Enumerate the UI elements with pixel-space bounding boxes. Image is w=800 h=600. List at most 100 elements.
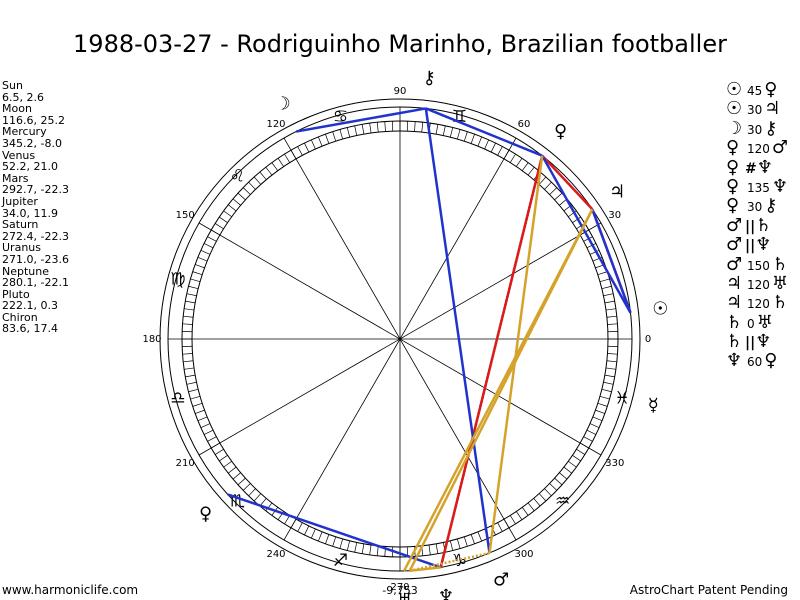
degree-tick xyxy=(606,315,617,318)
planet-name: Uranus xyxy=(2,241,41,255)
degree-tick xyxy=(607,353,618,355)
planet-coords: 280.1, -22.1 xyxy=(2,276,69,290)
aspect-value: || xyxy=(745,218,756,235)
degree-label: 150 xyxy=(176,210,195,221)
degree-tick xyxy=(521,507,529,516)
degree-label: 90 xyxy=(394,86,407,97)
sign-spoke xyxy=(198,222,602,456)
planet-icon: ♃ xyxy=(609,181,625,202)
aspect-value: 30 xyxy=(747,103,763,118)
degree-tick xyxy=(384,121,386,132)
degree-tick xyxy=(219,455,228,462)
degree-tick xyxy=(603,381,614,385)
planet-coords: 83.6, 17.4 xyxy=(2,322,58,336)
degree-tick xyxy=(509,153,516,163)
aspect-value: 120 xyxy=(747,277,770,292)
aspect-planet-icon: ♀ xyxy=(726,195,740,217)
degree-tick xyxy=(197,257,208,262)
degree-tick xyxy=(428,544,431,555)
degree-tick xyxy=(527,502,535,512)
planet-icon: ☽ xyxy=(275,94,291,115)
degree-tick xyxy=(583,436,593,442)
degree-tick xyxy=(232,472,241,480)
degree-tick xyxy=(190,278,201,283)
degree-tick xyxy=(421,122,424,133)
aspect-row: ♃ 120 ♄ xyxy=(726,293,791,313)
degree-tick xyxy=(586,429,597,435)
aspect-value: 120 xyxy=(747,142,770,157)
aspect-line xyxy=(541,155,632,314)
footer-website[interactable]: www.harmoniclife.com xyxy=(2,583,139,597)
degree-tick xyxy=(354,542,358,553)
footer-notice: AstroChart Patent Pending xyxy=(629,583,788,597)
aspect-row: ♄ 0 ♅ xyxy=(726,312,791,332)
degree-label: 120 xyxy=(266,119,285,130)
degree-tick xyxy=(214,448,224,455)
degree-tick xyxy=(549,483,558,491)
degree-tick xyxy=(284,153,291,163)
planet-name: Pluto xyxy=(2,287,30,301)
degree-tick xyxy=(369,123,372,134)
aspect-planet-icon: ♀ xyxy=(764,350,778,372)
degree-tick xyxy=(576,448,586,455)
degree-tick xyxy=(311,139,316,150)
degree-tick xyxy=(376,122,379,133)
degree-tick xyxy=(318,136,323,147)
degree-tick xyxy=(271,162,279,171)
degree-tick xyxy=(601,388,612,393)
degree-tick xyxy=(595,409,605,414)
aspect-row: ☉ 45 ♀ xyxy=(726,80,791,100)
degree-tick xyxy=(192,271,203,276)
degree-tick xyxy=(190,395,201,400)
degree-tick xyxy=(604,300,615,304)
degree-tick xyxy=(297,522,303,532)
bottom-annotation: -9,753 xyxy=(382,584,417,597)
degree-tick xyxy=(376,545,379,556)
degree-tick xyxy=(538,176,547,185)
degree-tick xyxy=(361,124,365,135)
degree-tick xyxy=(497,522,503,532)
degree-tick xyxy=(325,134,330,144)
degree-label: 180 xyxy=(142,334,161,345)
aspect-line xyxy=(409,551,490,573)
aspect-line xyxy=(488,155,544,554)
degree-tick xyxy=(589,423,600,428)
wheel-ring-0 xyxy=(159,98,641,580)
aspect-row: ♀ 30 ⚷ xyxy=(726,195,791,217)
degree-tick xyxy=(183,315,194,318)
degree-tick xyxy=(354,125,358,136)
planet-name: Saturn xyxy=(2,218,39,232)
degree-tick xyxy=(248,488,256,497)
aspect-planet-icon: ♅ xyxy=(771,272,789,294)
degree-tick xyxy=(369,544,372,555)
degree-tick xyxy=(227,204,237,212)
aspect-planet-icon: ♂ xyxy=(771,137,789,159)
aspect-row: ♄ ||♆ xyxy=(726,332,791,352)
degree-label: 270 xyxy=(390,582,409,593)
degree-tick xyxy=(207,436,217,442)
degree-tick xyxy=(533,498,541,507)
degree-tick xyxy=(521,162,529,171)
planet-icon: ☿ xyxy=(648,395,659,416)
zodiac-sign-icon: ♏ xyxy=(230,492,245,512)
planet-icon: ♀ xyxy=(199,504,212,525)
aspect-row: ♀ 120 ♂ xyxy=(726,137,791,159)
degree-tick xyxy=(516,511,523,520)
aspect-value: || xyxy=(745,335,756,352)
degree-tick xyxy=(592,416,603,421)
planet-coords: 6.5, 2.6 xyxy=(2,90,44,104)
zodiac-sign-icon: ♑ xyxy=(452,551,467,571)
degree-tick xyxy=(346,127,351,138)
degree-tick xyxy=(597,402,608,407)
zodiac-sign-icon: ♓ xyxy=(615,389,630,409)
degree-tick xyxy=(477,531,482,542)
aspect-planet-icon: ☽ xyxy=(726,117,743,139)
aspect-line xyxy=(408,208,594,572)
aspect-row: ♂ 150 ♄ xyxy=(726,254,791,274)
degree-tick xyxy=(563,466,573,474)
zodiac-sign-icon: ♐ xyxy=(333,551,348,571)
degree-tick xyxy=(277,158,284,167)
planet-icon: ♅ xyxy=(397,590,413,600)
degree-tick xyxy=(463,536,468,547)
degree-tick xyxy=(470,134,475,144)
